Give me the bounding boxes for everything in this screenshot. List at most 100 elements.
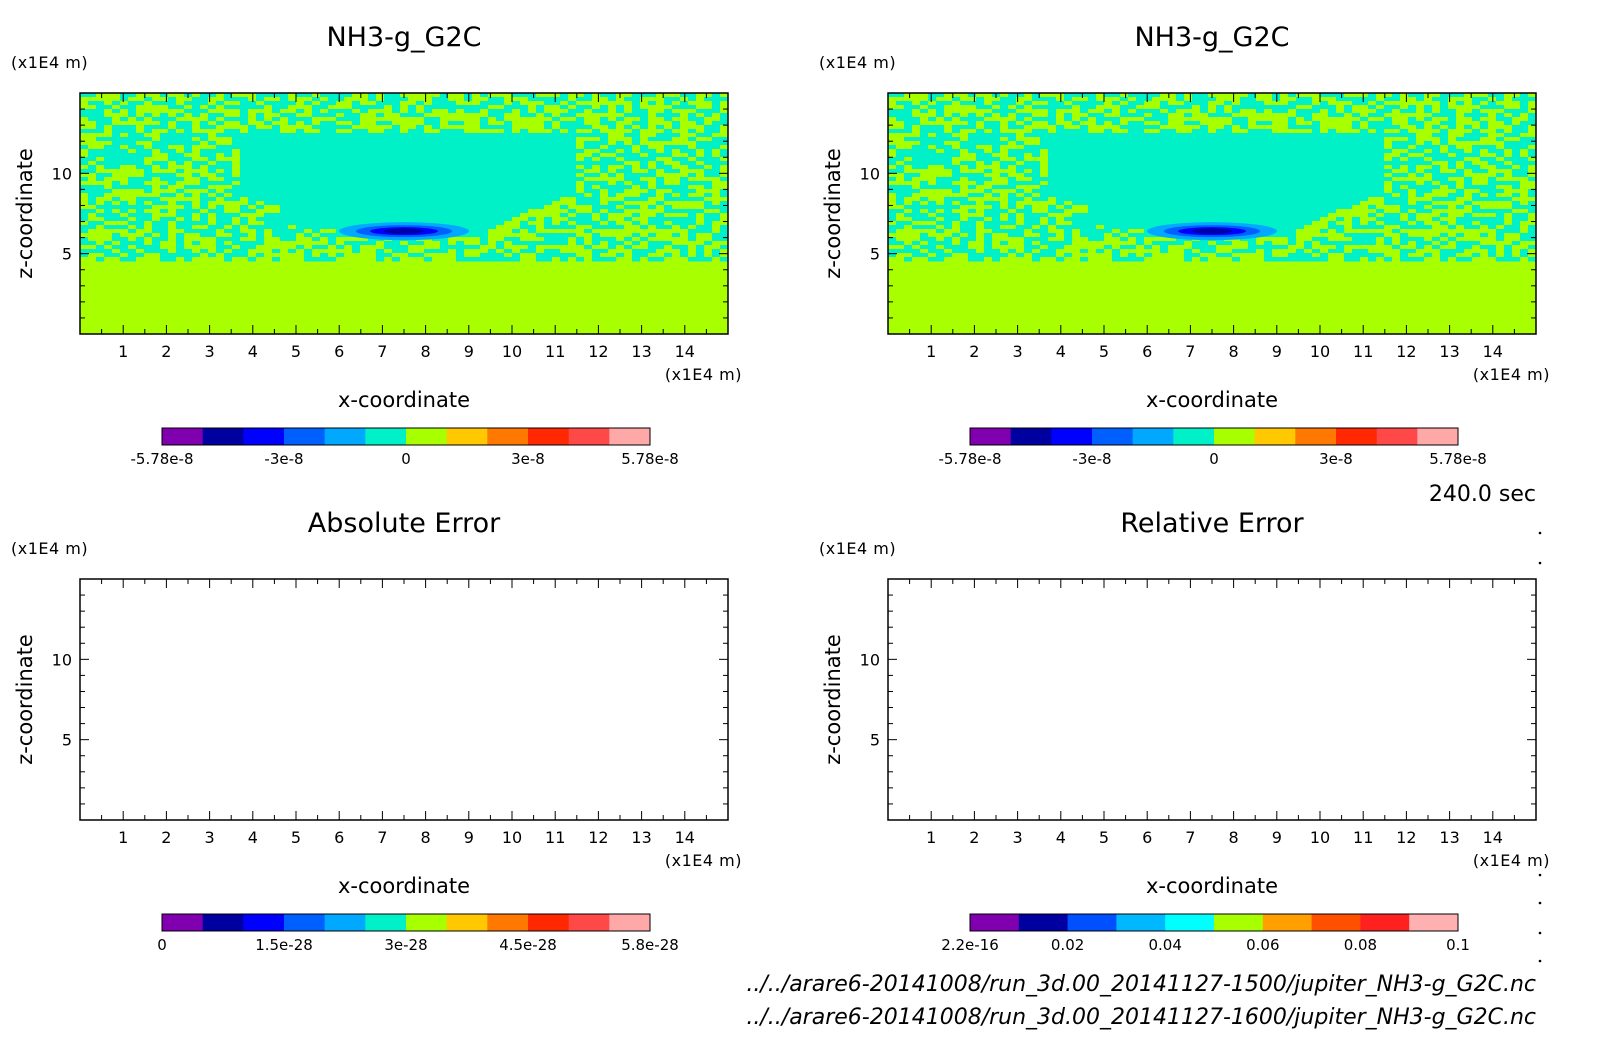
field-cell <box>1016 101 1025 106</box>
field-cell <box>432 197 441 202</box>
field-cell <box>632 133 641 138</box>
field-cell <box>1360 125 1369 130</box>
field-cell <box>1024 129 1033 134</box>
field-cell <box>80 229 89 234</box>
field-cell <box>224 93 233 98</box>
field-cell <box>512 245 521 250</box>
field-cell <box>976 125 985 130</box>
field-cell <box>280 141 289 146</box>
field-cell <box>320 241 329 246</box>
field-cell <box>400 109 409 114</box>
field-cell <box>1200 157 1209 162</box>
field-cell <box>1080 109 1089 114</box>
field-cell <box>664 141 673 146</box>
field-cell <box>272 201 281 206</box>
field-cell <box>616 173 625 178</box>
field-cell <box>200 177 209 182</box>
field-cell <box>600 117 609 122</box>
field-cell <box>192 249 201 254</box>
field-cell <box>1128 105 1137 110</box>
field-cell <box>464 245 473 250</box>
field-cell <box>480 229 489 234</box>
field-cell <box>280 201 289 206</box>
field-cell <box>160 105 169 110</box>
field-cell <box>496 221 505 226</box>
field-cell <box>336 221 345 226</box>
field-cell <box>480 121 489 126</box>
field-cell <box>648 217 657 222</box>
field-cell <box>216 105 225 110</box>
field-cell <box>280 97 289 102</box>
field-cell <box>480 129 489 134</box>
field-cell <box>1304 141 1313 146</box>
field-cell <box>1344 145 1353 150</box>
field-cell <box>1464 109 1473 114</box>
field-cell <box>1096 141 1105 146</box>
field-cell <box>720 101 728 106</box>
field-cell <box>120 201 129 206</box>
field-cell <box>1376 129 1385 134</box>
field-cell <box>1344 117 1353 122</box>
field-cell <box>1432 161 1441 166</box>
field-cell <box>616 185 625 190</box>
field-cell <box>408 213 417 218</box>
field-cell <box>1456 105 1465 110</box>
field-cell <box>200 129 209 134</box>
field-cell <box>256 105 265 110</box>
field-cell <box>152 205 161 210</box>
field-cell <box>656 125 665 130</box>
field-cell <box>648 185 657 190</box>
field-cell <box>424 137 433 142</box>
field-cell <box>544 149 553 154</box>
field-cell <box>888 113 897 118</box>
field-cell <box>1032 145 1041 150</box>
field-cell <box>1048 113 1057 118</box>
field-cell <box>344 97 353 102</box>
field-cell <box>208 205 217 210</box>
field-cell <box>712 101 721 106</box>
field-cell <box>1336 121 1345 126</box>
field-cell <box>1256 101 1265 106</box>
field-cell <box>1448 117 1457 122</box>
field-cell <box>1152 145 1161 150</box>
field-cell <box>1248 105 1257 110</box>
field-cell <box>1064 121 1073 126</box>
field-cell <box>96 137 105 142</box>
field-cell <box>616 217 625 222</box>
field-cell <box>520 157 529 162</box>
field-cell <box>368 193 377 198</box>
field-cell <box>1256 105 1265 110</box>
field-cell <box>536 105 545 110</box>
field-cell <box>504 189 513 194</box>
field-cell <box>640 225 649 230</box>
field-cell <box>504 181 513 186</box>
field-cell <box>240 129 249 134</box>
field-cell <box>656 205 665 210</box>
field-cell <box>192 153 201 158</box>
field-cell <box>264 229 273 234</box>
field-cell <box>1024 161 1033 166</box>
field-cell <box>320 125 329 130</box>
field-cell <box>528 153 537 158</box>
field-cell <box>504 113 513 118</box>
field-cell <box>248 117 257 122</box>
field-cell <box>392 217 401 222</box>
field-cell <box>1480 157 1489 162</box>
field-cell <box>1336 117 1345 122</box>
field-cell <box>360 249 369 254</box>
field-cell <box>632 109 641 114</box>
field-cell <box>432 209 441 214</box>
field-cell <box>184 125 193 130</box>
field-cell <box>272 101 281 106</box>
field-cell <box>536 245 545 250</box>
field-cell <box>216 189 225 194</box>
field-cell <box>320 129 329 134</box>
field-cell <box>616 153 625 158</box>
field-cell <box>400 181 409 186</box>
field-cell <box>1448 129 1457 134</box>
field-cell <box>280 197 289 202</box>
field-cell <box>168 229 177 234</box>
field-cell <box>232 129 241 134</box>
field-cell <box>1024 153 1033 158</box>
field-cell <box>536 169 545 174</box>
